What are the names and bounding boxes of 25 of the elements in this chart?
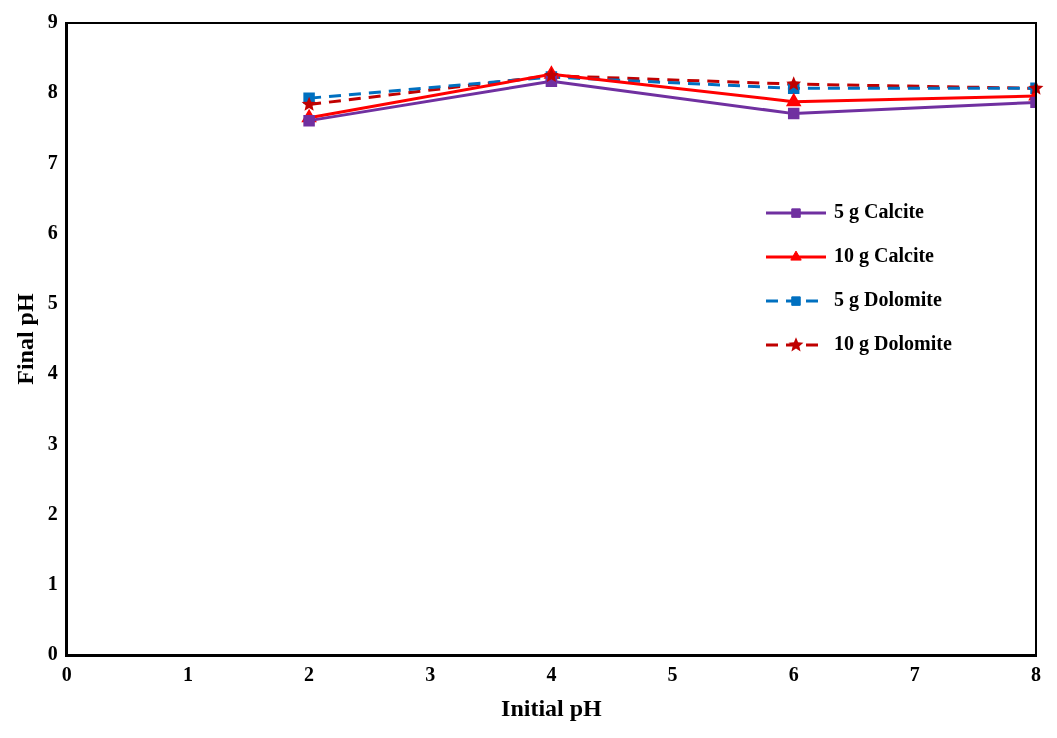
y-tick-label: 1 [47,572,58,595]
y-tick-label: 6 [47,220,58,243]
y-tick-label: 0 [47,642,58,665]
x-axis-title: Initial pH [501,694,603,721]
legend-label: 10 g Dolomite [834,332,952,356]
y-tick-label: 4 [47,361,58,384]
y-tick-label: 3 [47,431,58,454]
y-tick-label: 7 [47,150,58,173]
y-tick-label: 9 [47,10,58,33]
x-tick-label: 1 [182,663,193,686]
legend-label: 10 g Calcite [834,244,935,268]
y-tick-label: 2 [47,501,58,524]
y-tick-label: 5 [47,291,58,314]
x-tick-label: 2 [304,663,315,686]
y-tick-label: 8 [47,80,58,103]
x-tick-label: 4 [546,663,557,686]
x-tick-label: 7 [909,663,920,686]
legend-label: 5 g Dolomite [834,288,942,312]
x-tick-label: 8 [1031,663,1041,686]
y-axis-title: Final pH [11,293,38,385]
x-tick-label: 3 [425,663,436,686]
x-tick-label: 0 [61,663,72,686]
legend-label: 5 g Calcite [834,200,925,224]
x-tick-label: 5 [667,663,678,686]
x-tick-label: 6 [788,663,799,686]
